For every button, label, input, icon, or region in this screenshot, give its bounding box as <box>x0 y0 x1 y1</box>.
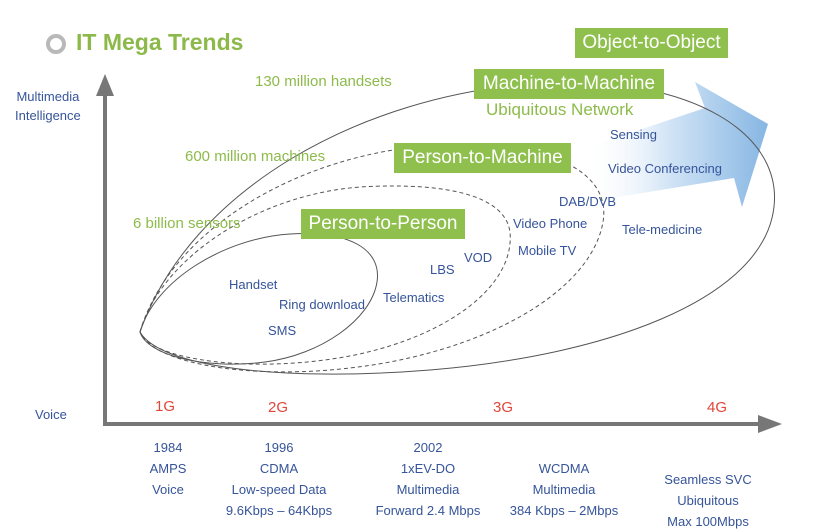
service-video-phone: Video Phone <box>513 216 588 231</box>
service-ring-download: Ring download <box>279 297 366 312</box>
box-person-to-person: Person-to-Person <box>301 209 465 239</box>
circle-bullet-icon <box>46 34 66 54</box>
scale-label-machines: 600 million machines <box>185 148 326 165</box>
ubiquitous-network-label: Ubiquitous Network <box>486 100 634 119</box>
y-axis-top-label: Multimedia Intelligence <box>15 89 81 123</box>
service-vod: VOD <box>464 250 493 265</box>
service-video-conferencing: Video Conferencing <box>608 161 722 176</box>
ellipse-inner <box>139 232 378 365</box>
era-1984: 1984 AMPS Voice <box>149 440 187 497</box>
era-1996: 1996 CDMA Low-speed Data 9.6Kbps – 64Kbp… <box>225 440 333 518</box>
service-handset: Handset <box>229 277 278 292</box>
box-machine-to-machine: Machine-to-Machine <box>474 69 664 99</box>
generation-1g: 1G <box>155 398 176 415</box>
y-axis-bottom-label: Voice <box>35 407 67 422</box>
scale-label-sensors: 6 billion sensors <box>133 215 241 232</box>
era-4g: Seamless SVC Ubiquitous Max 100Mbps <box>664 472 752 529</box>
page-title: IT Mega Trends <box>76 29 244 55</box>
ellipse-person-person <box>139 185 511 365</box>
service-sensing: Sensing <box>610 127 657 142</box>
generation-2g: 2G <box>268 399 289 416</box>
service-lbs: LBS <box>430 262 455 277</box>
box-person-to-machine: Person-to-Machine <box>394 143 571 173</box>
service-dab-dvb: DAB/DVB <box>559 194 617 209</box>
generation-3g: 3G <box>493 399 514 416</box>
big-right-arrow-icon <box>585 82 768 207</box>
era-wcdma: WCDMA Multimedia 384 Kbps – 2Mbps <box>509 461 619 518</box>
service-mobile-tv: Mobile TV <box>518 243 577 258</box>
service-tele-medicine: Tele-medicine <box>622 222 703 237</box>
x-axis-arrowhead <box>758 415 782 433</box>
ellipse-outer <box>139 81 775 375</box>
generation-4g: 4G <box>707 399 728 416</box>
y-axis-arrowhead <box>96 74 114 96</box>
ellipse-person-machine <box>139 143 605 373</box>
era-2002: 2002 1xEV-DO Multimedia Forward 2.4 Mbps <box>375 440 481 518</box>
scale-label-handsets: 130 million handsets <box>255 73 392 90</box>
service-sms: SMS <box>268 323 297 338</box>
box-object-to-object: Object-to-Object <box>575 28 728 58</box>
trends-diagram <box>96 74 782 433</box>
service-telematics: Telematics <box>383 290 445 305</box>
